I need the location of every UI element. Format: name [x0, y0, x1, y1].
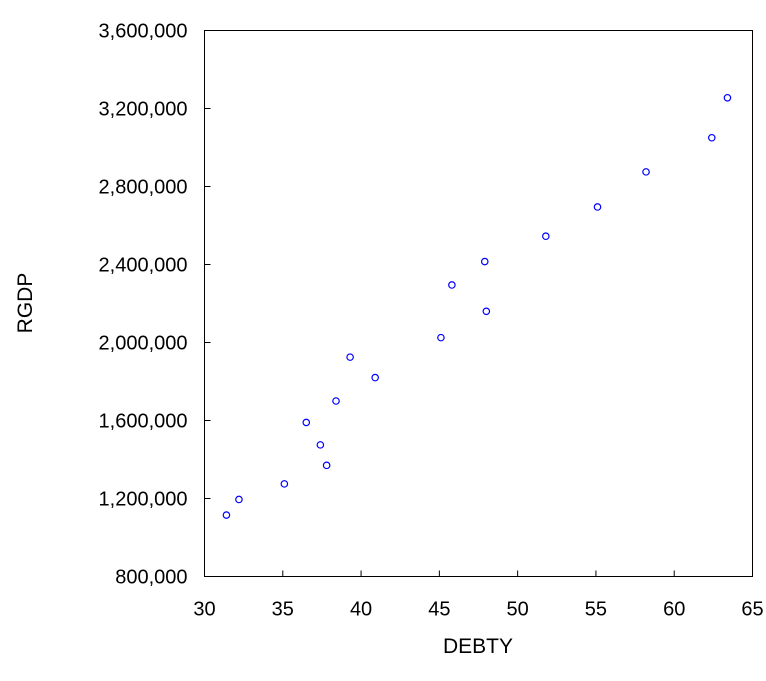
x-tick-label: 50 — [507, 599, 529, 621]
data-points — [222, 93, 732, 519]
y-tick-label: 1,200,000 — [99, 489, 188, 511]
x-tick-label: 35 — [272, 599, 294, 621]
y-tick-label: 2,400,000 — [99, 255, 188, 277]
x-tick-label: 55 — [585, 599, 607, 621]
y-tick-label: 3,200,000 — [99, 99, 188, 121]
data-point — [316, 441, 325, 449]
x-tick-label: 45 — [428, 599, 450, 621]
data-point — [723, 93, 732, 102]
data-point — [642, 168, 650, 176]
y-tick-label: 2,000,000 — [99, 333, 188, 355]
data-point — [448, 281, 456, 289]
y-axis: 800,000 1,200,000 1,600,000 2,000,000 2,400,… — [99, 21, 211, 589]
data-point — [280, 480, 289, 488]
data-point — [322, 461, 331, 470]
y-tick-label: 800,000 — [115, 567, 187, 589]
data-point — [235, 495, 243, 504]
data-point — [302, 418, 311, 427]
data-point — [346, 353, 354, 361]
y-tick-label: 3,600,000 — [99, 21, 188, 43]
y-axis-title: RGDP — [14, 273, 37, 334]
data-point — [437, 333, 445, 342]
data-point — [593, 203, 602, 211]
data-point — [542, 232, 550, 241]
x-tick-label: 30 — [193, 599, 215, 621]
x-axis-title: DEBTY — [443, 635, 513, 658]
x-axis: 30 35 40 45 50 55 60 65 — [193, 570, 764, 621]
data-point — [332, 397, 340, 405]
data-point — [222, 511, 231, 519]
x-tick-label: 60 — [663, 599, 685, 621]
y-tick-label: 1,600,000 — [99, 411, 188, 433]
data-point — [707, 133, 716, 142]
x-tick-label: 65 — [741, 599, 763, 621]
data-point — [371, 373, 379, 382]
data-point — [480, 257, 489, 266]
plot-frame — [204, 30, 753, 577]
x-tick-label: 40 — [350, 599, 372, 621]
data-point — [482, 307, 491, 316]
y-tick-label: 2,800,000 — [99, 177, 188, 199]
